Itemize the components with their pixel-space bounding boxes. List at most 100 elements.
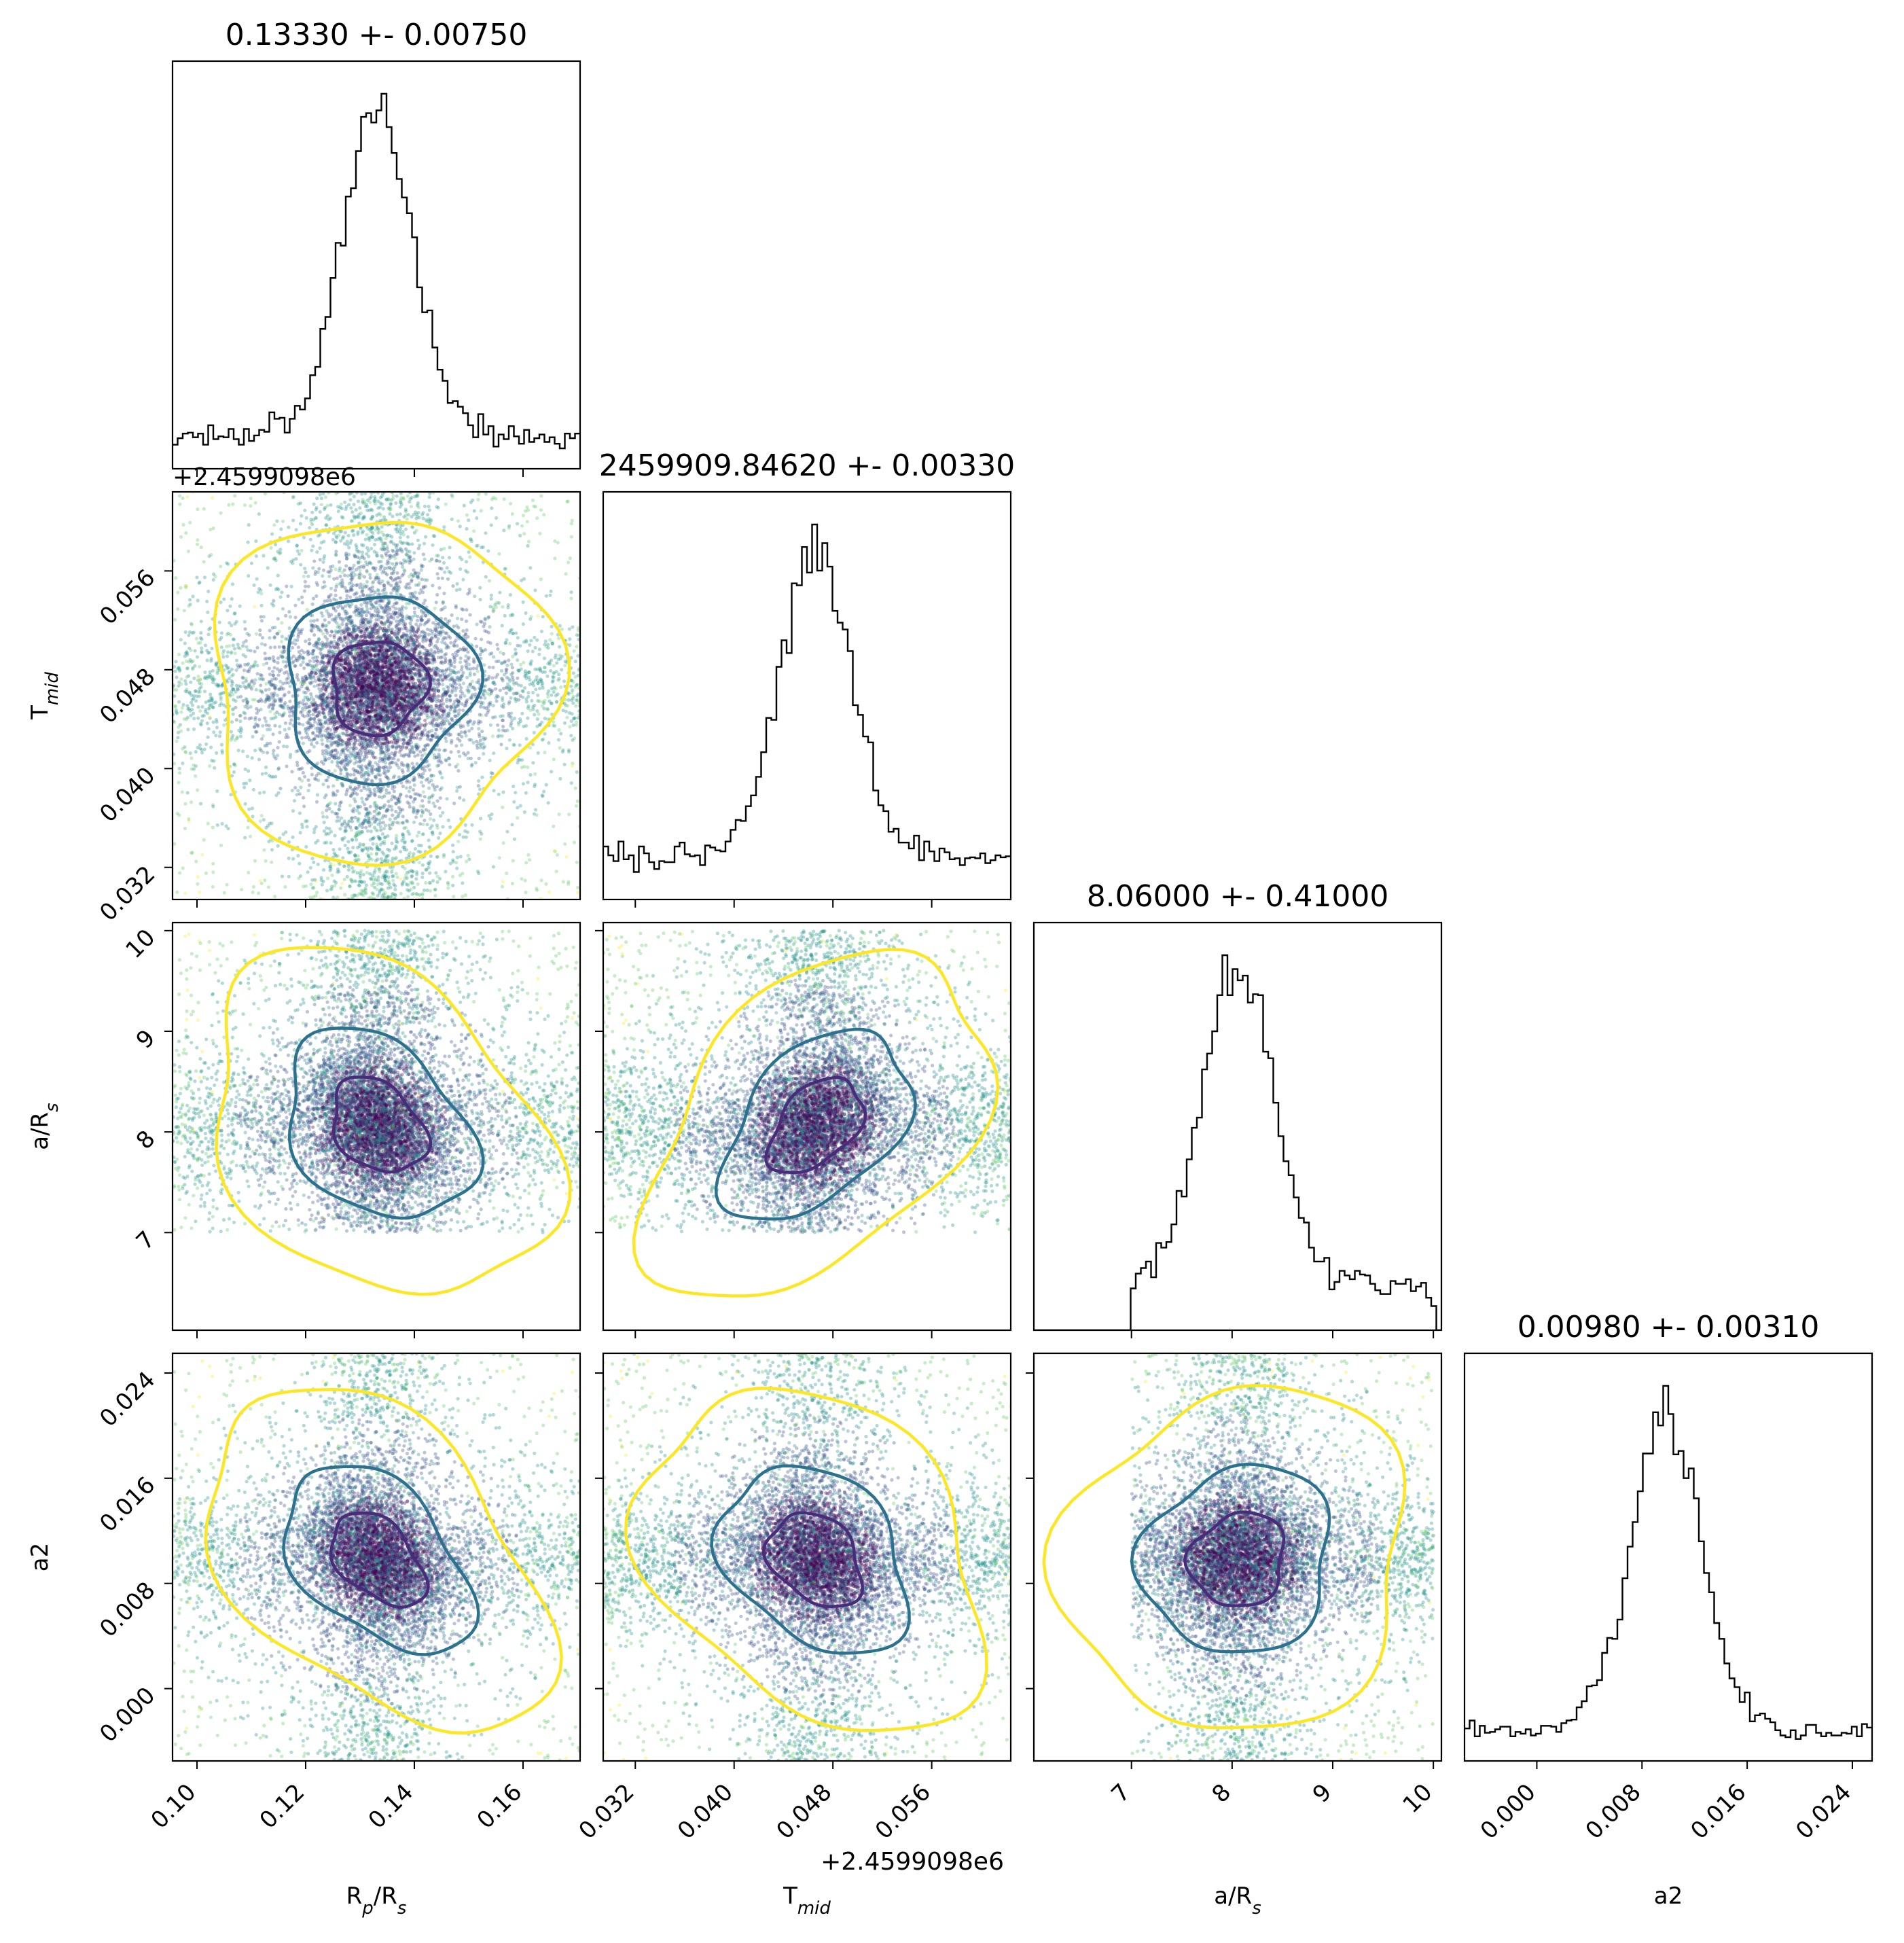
scatter-point — [496, 734, 500, 738]
scatter-point — [552, 664, 556, 668]
scatter-point — [308, 866, 312, 870]
scatter-point — [406, 681, 411, 685]
scatter-point — [497, 792, 501, 796]
scatter-point — [325, 736, 329, 740]
scatter-point — [522, 532, 526, 536]
scatter-point — [358, 708, 362, 712]
scatter-point — [246, 825, 250, 830]
scatter-point — [359, 613, 363, 618]
scatter-point — [285, 764, 289, 768]
scatter-point — [511, 726, 515, 730]
scatter-point — [423, 584, 428, 589]
scatter-point — [384, 747, 389, 751]
scatter-point — [378, 730, 382, 734]
scatter-point — [336, 742, 340, 746]
scatter-point — [342, 714, 346, 719]
scatter-point — [251, 885, 256, 889]
scatter-point — [486, 711, 490, 715]
scatter-point — [264, 859, 268, 863]
scatter-point — [387, 601, 391, 605]
scatter-point — [387, 800, 391, 804]
scatter-point — [410, 542, 414, 546]
scatter-point — [446, 818, 450, 823]
scatter-point — [397, 638, 401, 642]
scatter-point — [247, 633, 251, 637]
scatter-point — [326, 785, 330, 789]
scatter-point — [380, 705, 384, 709]
scatter-point — [394, 809, 398, 814]
scatter-point — [409, 637, 413, 641]
scatter-point — [379, 857, 383, 861]
scatter-point — [476, 497, 480, 502]
scatter-point — [355, 514, 359, 518]
scatter-point — [276, 573, 280, 577]
scatter-point — [374, 736, 378, 741]
scatter-point — [352, 772, 356, 777]
scatter-point — [429, 774, 433, 778]
scatter-point — [410, 839, 414, 843]
scatter-point — [436, 656, 441, 660]
scatter-point — [312, 737, 317, 741]
scatter-point — [309, 619, 313, 623]
scatter-point — [550, 770, 554, 774]
scatter-point — [374, 721, 378, 726]
scatter-point — [548, 593, 552, 597]
scatter-point — [342, 630, 346, 635]
scatter-point — [280, 639, 284, 643]
scatter-point — [251, 734, 255, 738]
scatter-point — [365, 546, 370, 550]
scatter-point — [302, 774, 307, 779]
scatter-point — [200, 705, 204, 709]
scatter-point — [410, 870, 414, 874]
scatter-point — [492, 789, 496, 793]
scatter-point — [339, 502, 343, 506]
scatter-point — [374, 761, 378, 765]
scatter-point — [296, 789, 300, 793]
scatter-point — [263, 657, 267, 661]
scatter-point — [366, 715, 371, 719]
scatter-point — [552, 690, 556, 694]
scatter-point — [374, 692, 378, 696]
scatter-point — [406, 768, 410, 772]
scatter-point — [310, 548, 314, 552]
scatter-point — [272, 603, 276, 608]
scatter-point — [496, 647, 500, 651]
scatter-point — [344, 616, 348, 620]
scatter-point — [402, 654, 407, 658]
scatter-point — [408, 751, 412, 755]
scatter-point — [323, 642, 327, 646]
scatter-point — [392, 569, 396, 573]
scatter-point — [352, 869, 357, 873]
scatter-point — [409, 624, 413, 628]
scatter-point — [480, 729, 484, 734]
scatter-point — [320, 738, 324, 742]
scatter-point — [410, 695, 415, 699]
scatter-point — [321, 560, 325, 565]
scatter-point — [421, 790, 426, 794]
scatter-point — [436, 576, 440, 580]
scatter-point — [505, 663, 509, 668]
scatter-point — [468, 613, 472, 617]
scatter-point — [555, 661, 559, 665]
scatter-point — [211, 678, 215, 682]
scatter-point — [386, 605, 390, 609]
scatter-point — [370, 680, 374, 685]
scatter-point — [389, 657, 393, 661]
scatter-point — [358, 569, 362, 573]
scatter-point — [382, 569, 386, 573]
scatter-point — [243, 503, 247, 507]
scatter-point — [311, 596, 316, 601]
scatter-point — [544, 594, 549, 598]
scatter-point — [391, 705, 395, 709]
scatter-point — [408, 750, 412, 754]
scatter-point — [195, 575, 199, 580]
scatter-point — [417, 861, 422, 865]
scatter-point — [278, 704, 282, 708]
scatter-point — [365, 648, 370, 652]
scatter-point — [318, 683, 322, 687]
scatter-point — [359, 688, 363, 692]
scatter-point — [478, 787, 482, 791]
scatter-point — [388, 755, 392, 759]
scatter-point — [236, 688, 240, 692]
scatter-point — [340, 783, 344, 787]
